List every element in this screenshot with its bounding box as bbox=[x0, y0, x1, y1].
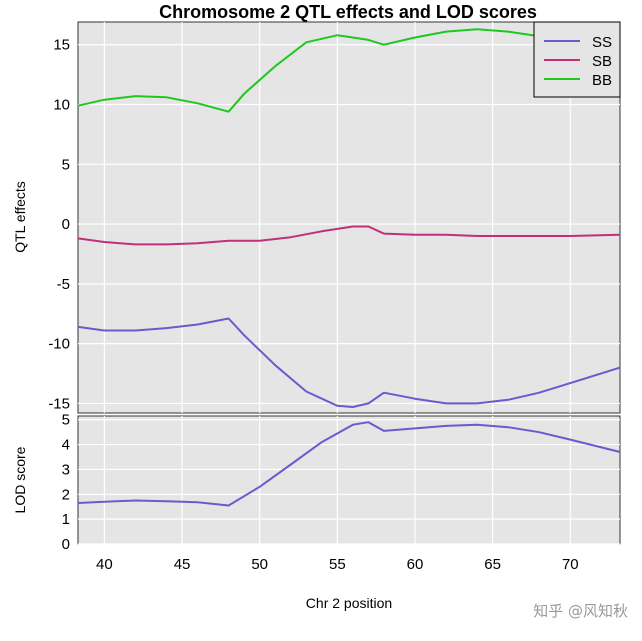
lod-y-tick-label: 1 bbox=[62, 511, 70, 528]
lod-y-tick-label: 4 bbox=[62, 437, 70, 454]
lod-y-ticks: 0 1 2 3 4 5 bbox=[62, 412, 70, 553]
x-tick-label: 45 bbox=[174, 556, 191, 573]
effects-y-tick-label: -5 bbox=[57, 276, 70, 293]
series-line-ss bbox=[77, 317, 621, 408]
effects-grid bbox=[78, 22, 620, 413]
x-tick-label: 60 bbox=[407, 556, 424, 573]
lod-panel: 0 1 2 3 4 5 LOD score bbox=[12, 412, 621, 553]
effects-lines bbox=[77, 28, 621, 408]
x-tick-label: 70 bbox=[562, 556, 579, 573]
legend-label-sb: SB bbox=[592, 53, 612, 70]
effects-y-tick-label: 0 bbox=[62, 216, 70, 233]
x-tick-label: 65 bbox=[484, 556, 501, 573]
x-ticks: 40 45 50 55 60 65 70 bbox=[96, 556, 579, 573]
lod-y-tick-label: 2 bbox=[62, 486, 70, 503]
legend-label-bb: BB bbox=[592, 72, 612, 89]
x-tick-label: 40 bbox=[96, 556, 113, 573]
lod-y-label: LOD score bbox=[12, 446, 28, 513]
effects-plot-background bbox=[77, 21, 621, 414]
x-tick-label: 55 bbox=[329, 556, 346, 573]
watermark: 知乎 @风知秋 bbox=[533, 602, 628, 620]
lod-y-tick-label: 5 bbox=[62, 412, 70, 429]
chart-title: Chromosome 2 QTL effects and LOD scores bbox=[159, 2, 537, 22]
series-line-lod bbox=[77, 421, 621, 507]
effects-y-tick-label: 5 bbox=[62, 156, 70, 173]
legend-label-ss: SS bbox=[592, 34, 612, 51]
lod-lines bbox=[77, 421, 621, 507]
effects-y-ticks: -15 -10 -5 0 5 10 15 bbox=[48, 37, 70, 413]
lod-plot-background bbox=[77, 415, 621, 545]
effects-panel: -15 -10 -5 0 5 10 15 QTL effects bbox=[12, 21, 621, 414]
x-axis-label: Chr 2 position bbox=[306, 595, 392, 611]
effects-y-tick-label: -10 bbox=[48, 336, 70, 353]
effects-y-tick-label: 15 bbox=[53, 37, 70, 54]
series-line-bb bbox=[77, 28, 571, 113]
series-line-sb bbox=[77, 225, 621, 246]
effects-y-label: QTL effects bbox=[12, 181, 28, 253]
lod-y-tick-label: 3 bbox=[62, 461, 70, 478]
lod-y-tick-label: 0 bbox=[62, 536, 70, 553]
x-tick-label: 50 bbox=[251, 556, 268, 573]
lod-grid bbox=[78, 416, 620, 545]
effects-y-tick-label: 10 bbox=[53, 97, 70, 114]
effects-y-tick-label: -15 bbox=[48, 395, 70, 412]
legend: SS SB BB bbox=[533, 21, 621, 98]
